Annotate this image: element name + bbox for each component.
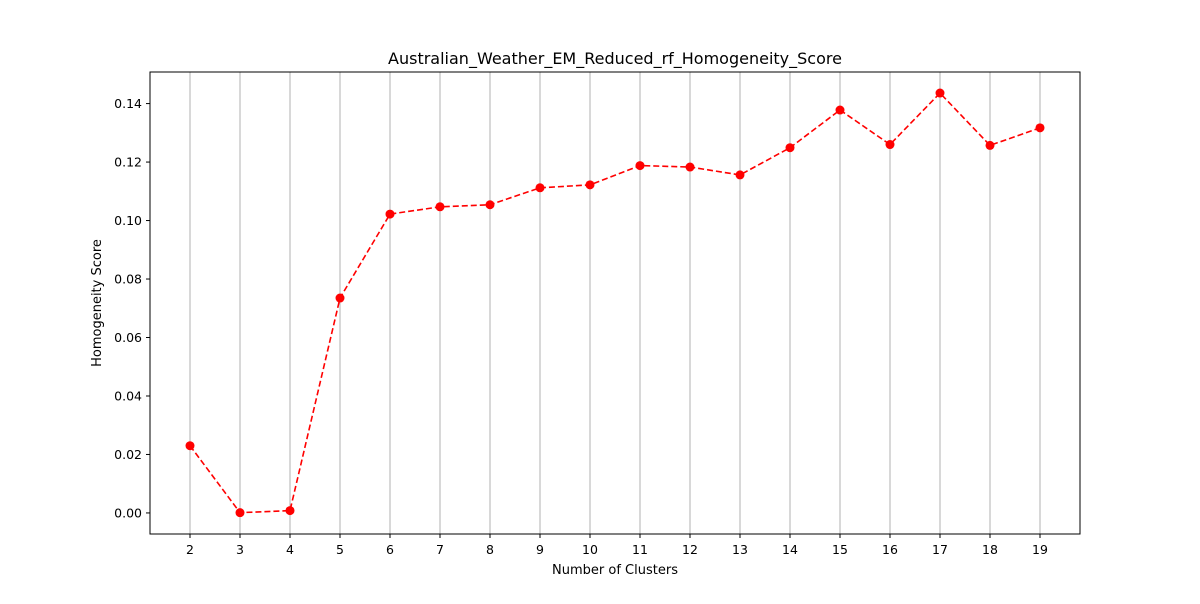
data-point — [585, 180, 595, 190]
x-tick-label: 11 — [632, 542, 648, 557]
x-tick-label: 12 — [682, 542, 698, 557]
chart-title: Australian_Weather_EM_Reduced_rf_Homogen… — [388, 49, 842, 69]
x-tick-label: 19 — [1032, 542, 1048, 557]
x-tick-label: 18 — [982, 542, 998, 557]
y-tick-label: 0.00 — [114, 505, 142, 520]
x-tick-label: 10 — [582, 542, 598, 557]
data-point — [635, 161, 645, 171]
series-line — [189, 91, 1041, 514]
y-tick-label: 0.06 — [114, 330, 142, 345]
x-tick-label: 14 — [782, 542, 798, 557]
x-tick-label: 5 — [336, 542, 344, 557]
x-tick-label: 15 — [832, 542, 848, 557]
data-point — [935, 88, 945, 98]
data-point — [835, 105, 845, 115]
x-tick-label: 8 — [486, 542, 494, 557]
x-tick-label: 13 — [732, 542, 748, 557]
data-point — [285, 506, 295, 516]
x-tick-label: 2 — [186, 542, 194, 557]
x-tick-label: 16 — [882, 542, 898, 557]
x-tick-label: 9 — [536, 542, 544, 557]
data-point — [985, 140, 995, 150]
x-tick-label: 6 — [386, 542, 394, 557]
x-tick-label: 17 — [932, 542, 948, 557]
data-point — [885, 140, 895, 150]
plot-frame — [149, 71, 1081, 535]
x-axis-label: Number of Clusters — [552, 563, 678, 578]
x-tick-label: 3 — [236, 542, 244, 557]
x-tick-label: 4 — [286, 542, 294, 557]
data-point — [785, 143, 795, 153]
y-tick-label: 0.08 — [114, 272, 142, 287]
x-tick-label: 7 — [436, 542, 444, 557]
axes — [149, 71, 1081, 535]
grid-lines — [189, 72, 1041, 534]
series-layer — [185, 88, 1045, 518]
data-point — [235, 508, 245, 518]
y-axis-label: Homogeneity Score — [90, 239, 105, 367]
data-point — [535, 183, 545, 193]
data-point — [335, 293, 345, 303]
y-tick-label: 0.02 — [114, 447, 142, 462]
data-point — [685, 162, 695, 172]
data-point — [735, 170, 745, 180]
ticks: 2 3 4 5 6 7 8 9 10 11 12 13 14 15 16 17 18 19 0.00 0.02 0.04… — [114, 96, 1048, 557]
data-point — [185, 441, 195, 451]
data-point — [385, 209, 395, 219]
y-tick-label: 0.10 — [114, 213, 142, 228]
y-tick-label: 0.12 — [114, 155, 142, 170]
data-point — [1035, 123, 1045, 133]
y-tick-label: 0.14 — [114, 96, 142, 111]
y-tick-label: 0.04 — [114, 388, 142, 403]
data-point — [435, 202, 445, 212]
data-point — [485, 200, 495, 210]
